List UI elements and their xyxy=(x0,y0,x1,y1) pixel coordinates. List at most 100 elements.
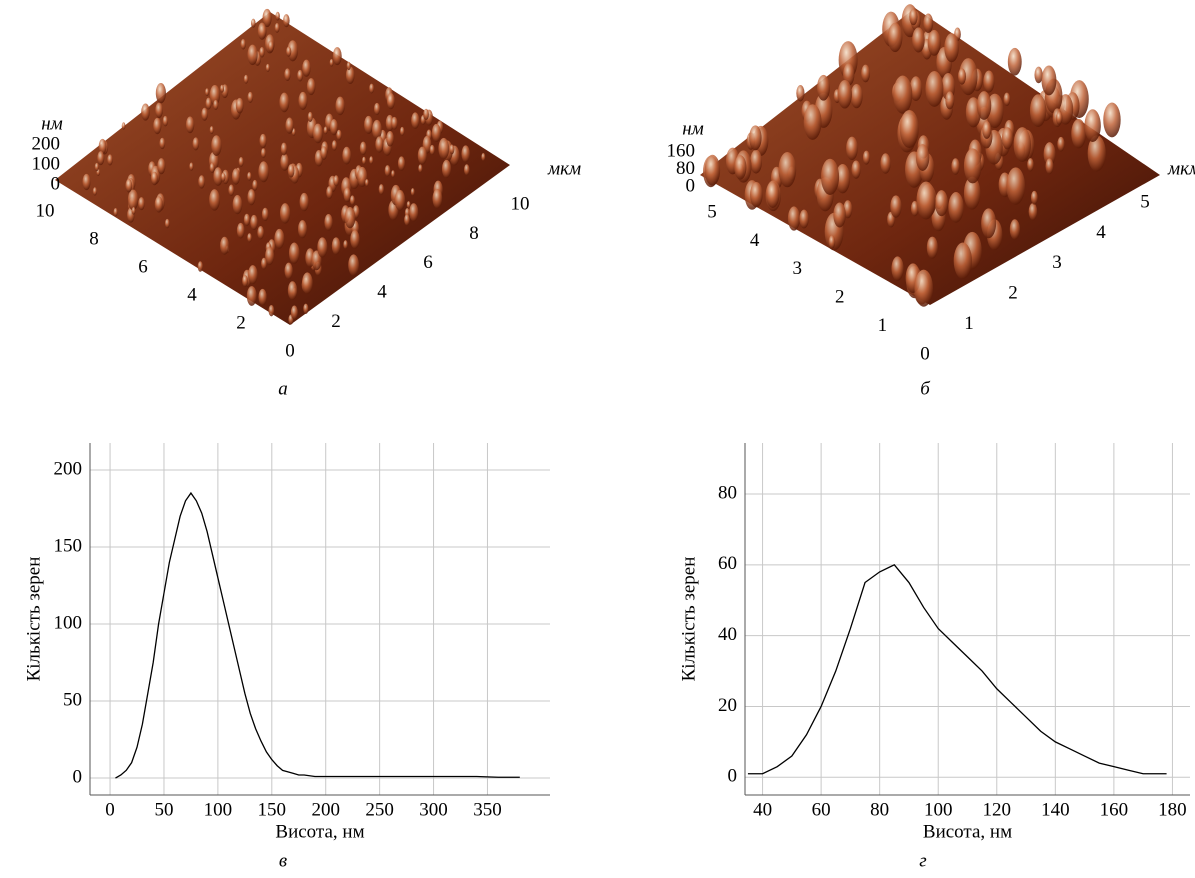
surface-texture xyxy=(205,97,212,110)
x-tick-label: 160 xyxy=(1100,799,1129,820)
surface-texture xyxy=(432,189,443,209)
surface-texture xyxy=(1087,135,1106,172)
surface-texture xyxy=(333,175,339,187)
z-tick-label: 0 xyxy=(686,175,696,196)
surface-texture xyxy=(923,13,934,33)
axis-unit: мкм xyxy=(1167,158,1195,179)
surface-texture xyxy=(259,46,265,58)
surface-texture xyxy=(833,202,846,228)
surface-texture xyxy=(236,222,245,239)
y-tick-label: 100 xyxy=(54,612,83,633)
surface-texture xyxy=(378,184,385,195)
surface-texture xyxy=(349,195,355,206)
surface-texture xyxy=(343,240,348,250)
x-tick-label: 4 xyxy=(750,230,760,251)
surface-texture xyxy=(138,197,145,211)
surface-texture xyxy=(240,39,246,50)
surface-texture xyxy=(925,71,944,107)
y-tick-label: 60 xyxy=(718,553,737,574)
x-tick-label: 60 xyxy=(812,799,831,820)
surface-texture xyxy=(331,140,337,151)
surface-texture xyxy=(429,144,435,156)
surface-texture xyxy=(261,257,267,270)
surface-texture xyxy=(98,138,107,155)
y-axis-label: Кількість зерен xyxy=(23,557,44,682)
surface-texture xyxy=(1103,102,1121,138)
surface-texture xyxy=(287,40,299,62)
surface-texture xyxy=(449,144,455,155)
surface-texture xyxy=(948,192,964,223)
surface-texture xyxy=(461,145,470,163)
surface-texture xyxy=(127,189,139,211)
surface-texture xyxy=(107,154,113,166)
surface-texture xyxy=(247,172,252,181)
surface-texture xyxy=(359,141,367,156)
surface-texture xyxy=(1084,109,1101,142)
surface-texture xyxy=(220,236,230,255)
surface-texture xyxy=(386,93,395,110)
surface-texture xyxy=(228,184,235,197)
surface-texture xyxy=(317,237,328,258)
surface-texture xyxy=(213,99,219,111)
x-tick-label: 300 xyxy=(419,799,448,820)
surface-texture xyxy=(313,123,323,144)
surface-texture xyxy=(220,172,226,182)
z-tick-label: 0 xyxy=(51,173,61,194)
surface-texture xyxy=(324,213,333,231)
surface-texture xyxy=(302,59,311,77)
surface-texture xyxy=(290,305,298,320)
surface-texture xyxy=(262,8,272,28)
surface-texture xyxy=(766,181,780,208)
surface-texture xyxy=(835,164,851,194)
surface-texture xyxy=(211,135,222,156)
y-tick-label: 5 xyxy=(1140,191,1150,212)
surface-texture xyxy=(1001,127,1013,150)
surface-texture xyxy=(749,125,762,151)
surface-texture xyxy=(209,189,220,211)
surface-texture xyxy=(162,115,169,127)
surface-texture xyxy=(155,82,166,104)
surface-texture xyxy=(342,146,352,165)
surface-texture xyxy=(332,47,342,66)
surface-texture xyxy=(283,14,290,28)
x-tick-label: 5 xyxy=(707,201,717,222)
surface-texture xyxy=(417,146,427,165)
surface-texture xyxy=(1013,127,1031,162)
y-tick-label: 1 xyxy=(964,313,974,334)
surface-texture xyxy=(372,119,382,140)
surface-texture xyxy=(231,168,241,185)
x-tick-label: 4 xyxy=(187,284,197,305)
surface-texture xyxy=(846,136,858,161)
x-tick-label: 180 xyxy=(1158,799,1187,820)
surface-texture xyxy=(1057,136,1065,152)
surface-texture xyxy=(274,228,285,249)
surface-texture xyxy=(1006,167,1026,205)
surface-texture xyxy=(284,262,293,280)
x-tick-label: 100 xyxy=(204,799,233,820)
x-tick-label: 200 xyxy=(311,799,340,820)
surface-texture xyxy=(953,242,972,280)
y-tick-label: 20 xyxy=(718,695,737,716)
surface-texture xyxy=(286,46,292,57)
x-tick-label: 250 xyxy=(365,799,394,820)
surface-texture xyxy=(406,201,411,209)
surface-texture xyxy=(246,286,257,306)
surface-texture xyxy=(243,74,249,84)
surface-texture xyxy=(297,69,303,82)
surface-texture xyxy=(899,109,919,149)
surface-texture xyxy=(787,206,801,231)
surface-texture xyxy=(265,63,270,73)
surface-texture xyxy=(951,158,960,175)
surface-texture xyxy=(243,213,250,226)
y-tick-label: 3 xyxy=(1052,252,1062,273)
surface-texture xyxy=(198,175,205,189)
surface-texture xyxy=(981,208,997,239)
x-axis-label: Висота, нм xyxy=(923,821,1012,842)
surface-texture xyxy=(1009,219,1020,240)
x-tick-label: 50 xyxy=(154,799,173,820)
x-tick-label: 0 xyxy=(105,799,115,820)
surface-texture xyxy=(303,303,309,314)
surface-texture xyxy=(945,91,955,110)
surface-texture xyxy=(235,97,244,114)
